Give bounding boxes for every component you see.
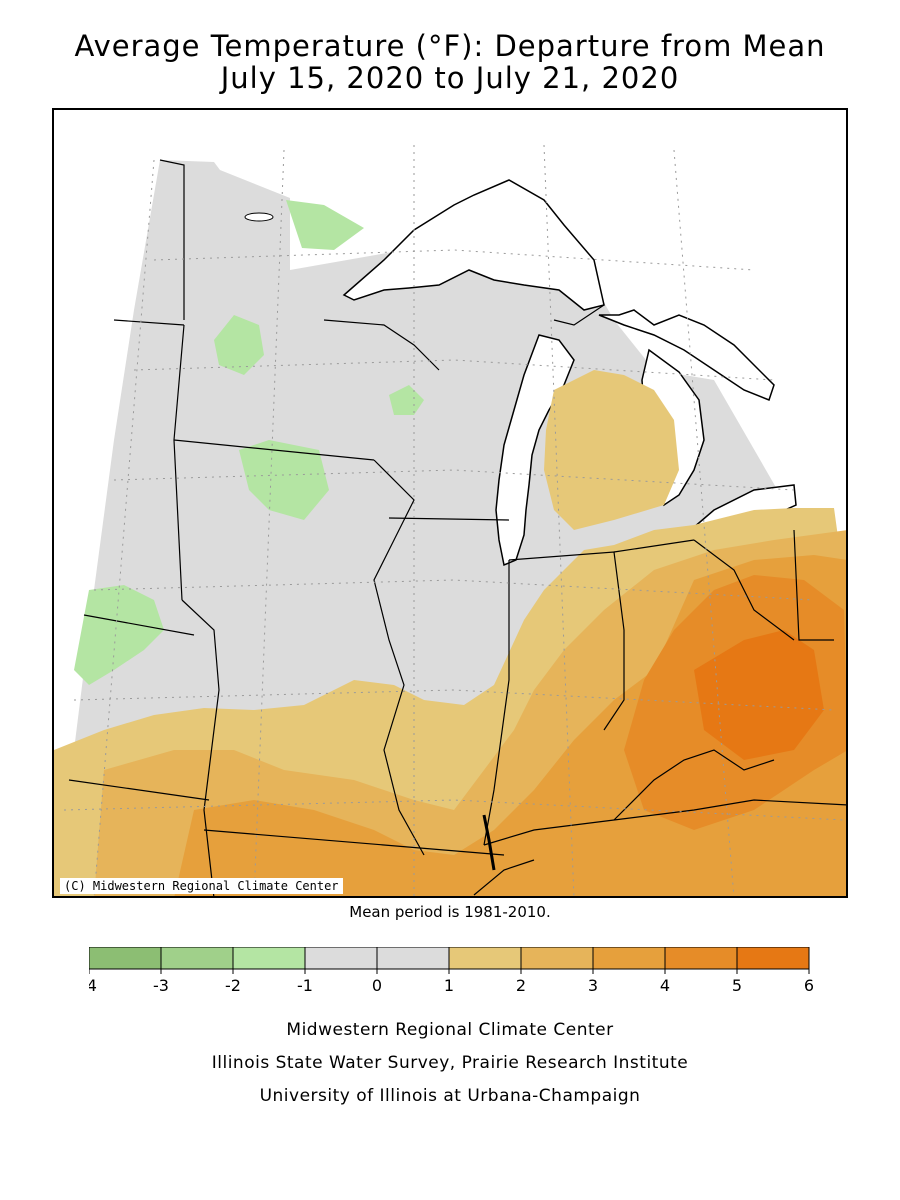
cool-anomaly-north-shore bbox=[286, 200, 364, 250]
legend-bin bbox=[448, 947, 522, 970]
cool-anomaly-wisconsin bbox=[389, 385, 424, 415]
legend-bin bbox=[304, 947, 378, 970]
legend-tick-label: 3 bbox=[588, 976, 598, 995]
footer-university: University of Illinois at Urbana-Champai… bbox=[259, 1086, 641, 1106]
map-title: Average Temperature (°F): Departure from… bbox=[74, 29, 826, 63]
legend-bin bbox=[232, 947, 306, 970]
footer-org: Midwestern Regional Climate Center bbox=[286, 1020, 614, 1040]
state-boundaries bbox=[68, 159, 846, 896]
map-date-range: July 15, 2020 to July 21, 2020 bbox=[220, 61, 680, 95]
legend-bin bbox=[664, 947, 738, 970]
legend-tick-label: 4 bbox=[660, 976, 670, 995]
isle-royale bbox=[244, 212, 274, 222]
map-copyright-label: (C) Midwestern Regional Climate Center bbox=[60, 878, 343, 894]
footer-survey: Illinois State Water Survey, Prairie Res… bbox=[211, 1053, 689, 1073]
legend-tick-label: 0 bbox=[372, 976, 382, 995]
legend-bin bbox=[89, 947, 162, 970]
legend-bin bbox=[520, 947, 594, 970]
cool-anomaly-iowa-west bbox=[74, 585, 164, 685]
legend-tick-label: -2 bbox=[225, 976, 241, 995]
warm-anomaly-5to6 bbox=[694, 630, 824, 760]
legend-bin bbox=[160, 947, 234, 970]
legend-tick-label: -3 bbox=[153, 976, 169, 995]
legend-tick-label: -1 bbox=[297, 976, 313, 995]
legend-bin bbox=[592, 947, 666, 970]
lat-lon-grid bbox=[63, 144, 845, 896]
legend-bin bbox=[736, 947, 810, 970]
color-scale-legend: -4 -3 -2 -1 0 1 2 3 4 5 6 bbox=[89, 947, 814, 995]
legend-tick-label: 6 bbox=[804, 976, 814, 995]
cool-anomaly-minnesota-north bbox=[214, 315, 264, 375]
temperature-departure-map bbox=[54, 144, 846, 896]
warm-anomaly-1to2-michigan bbox=[544, 370, 679, 530]
legend-tick-label: 5 bbox=[732, 976, 742, 995]
legend-tick-label: 2 bbox=[516, 976, 526, 995]
lake-superior bbox=[342, 179, 605, 311]
legend-bin bbox=[376, 947, 450, 970]
map-panel: (C) Midwestern Regional Climate Center bbox=[52, 108, 848, 898]
mean-period-note: Mean period is 1981-2010. bbox=[349, 903, 551, 921]
mississippi-river-detail bbox=[482, 814, 496, 871]
cool-anomaly-minnesota-south bbox=[239, 440, 329, 520]
legend-tick-label: 1 bbox=[444, 976, 454, 995]
legend-tick-label: -4 bbox=[89, 976, 97, 995]
